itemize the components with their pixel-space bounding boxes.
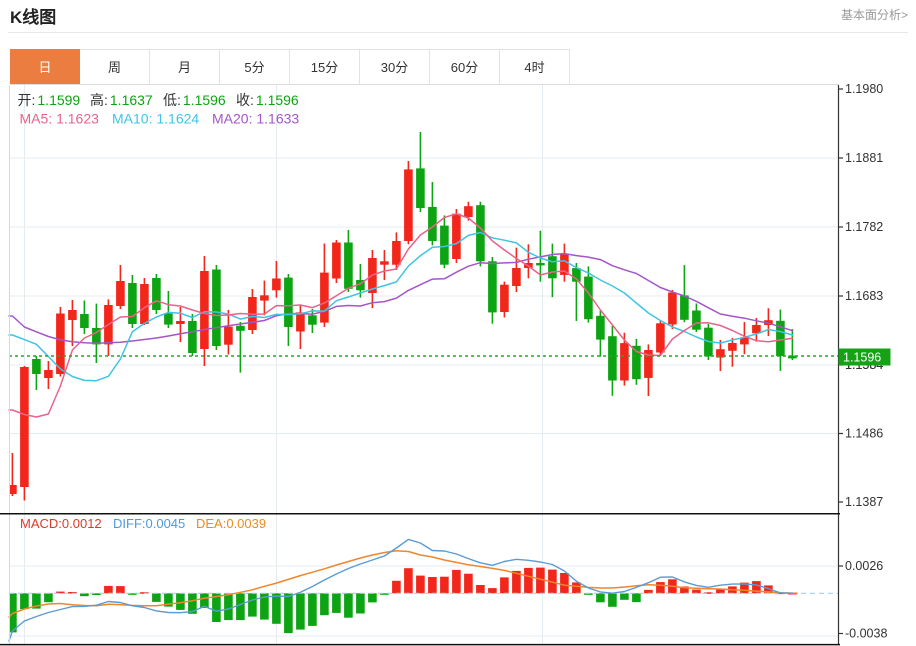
svg-text:1.1683: 1.1683 xyxy=(845,289,883,303)
svg-text:1.1486: 1.1486 xyxy=(845,427,883,441)
svg-text:1.1596: 1.1596 xyxy=(843,351,881,365)
svg-text:1.1881: 1.1881 xyxy=(845,151,883,165)
svg-text:1.1980: 1.1980 xyxy=(845,82,883,96)
svg-text:1.1782: 1.1782 xyxy=(845,220,883,234)
svg-text:-0.0038: -0.0038 xyxy=(845,627,887,641)
svg-text:1.1387: 1.1387 xyxy=(845,495,883,509)
svg-text:0.0026: 0.0026 xyxy=(845,559,883,573)
